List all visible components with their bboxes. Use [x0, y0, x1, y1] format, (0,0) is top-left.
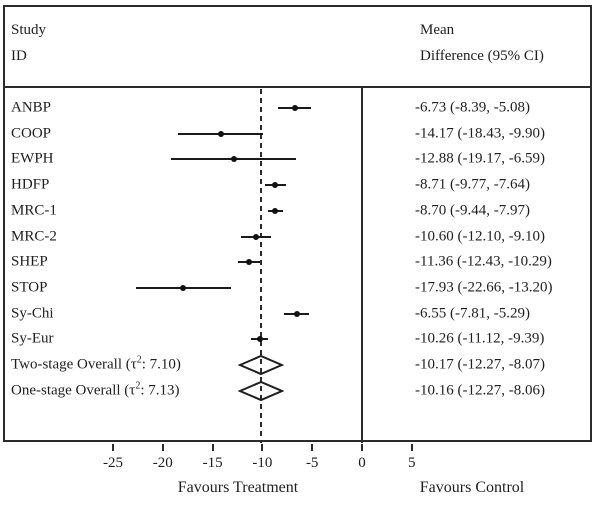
study-id-label: EWPH: [11, 150, 54, 167]
mean-difference-text: -10.26 (-11.12, -9.39): [415, 330, 545, 347]
axis-tick-label: -20: [152, 455, 173, 471]
axis-tick-label: -25: [103, 455, 123, 471]
study-id-label: HDFP: [11, 176, 50, 193]
point-estimate-marker: [253, 233, 260, 240]
axis-tick-label: 5: [408, 455, 416, 471]
mean-difference-text: -8.70 (-9.44, -7.97): [415, 202, 530, 219]
point-estimate-marker: [272, 207, 279, 214]
axis-tick: [410, 444, 413, 451]
point-estimate-marker: [217, 130, 224, 137]
favours-control-label: Favours Control: [419, 479, 525, 496]
overall-diamond: [237, 380, 284, 401]
axis-tick-label: -10: [252, 455, 273, 471]
point-estimate-marker: [291, 105, 298, 111]
axis-tick-label: 0: [358, 455, 366, 471]
overall-diamond: [237, 354, 284, 376]
column-header-mean: Mean: [420, 22, 455, 38]
overall-label: Two-stage Overall (τ2: 7.10): [11, 354, 181, 373]
point-estimate-marker: [293, 310, 300, 317]
column-header-study: Study: [11, 22, 47, 38]
mean-difference-text: -6.55 (-7.81, -5.29): [415, 305, 530, 322]
mean-difference-text: -17.93 (-22.66, -13.20): [415, 279, 553, 296]
axis-tick: [211, 444, 214, 451]
overall-effect-dashed-line: [259, 89, 262, 443]
tau-squared-superscript: 2: [135, 380, 141, 392]
point-estimate-marker: [230, 156, 237, 163]
null-effect-line: [361, 87, 363, 443]
tau-squared-superscript: 2: [136, 354, 142, 366]
header-separator-line: [3, 86, 592, 88]
mean-difference-text: -12.88 (-19.17, -6.59): [415, 150, 545, 167]
point-estimate-marker: [180, 284, 187, 291]
study-id-label: MRC-1: [11, 202, 57, 219]
column-header-difference: Difference (95% CI): [420, 48, 544, 64]
favours-treatment-label: Favours Treatment: [177, 479, 299, 496]
study-id-label: Sy-Eur: [11, 330, 54, 347]
mean-difference-text: -10.17 (-12.27, -8.07): [415, 356, 545, 373]
axis-tick: [261, 444, 264, 451]
mean-difference-text: -11.36 (-12.43, -10.29): [415, 253, 552, 270]
axis-tick: [361, 444, 363, 451]
column-header-id: ID: [11, 48, 27, 64]
mean-difference-text: -6.73 (-8.39, -5.08): [415, 99, 530, 116]
mean-difference-text: -10.60 (-12.10, -9.10): [415, 228, 545, 244]
mean-difference-text: -10.16 (-12.27, -8.06): [415, 382, 545, 399]
mean-difference-text: -14.17 (-18.43, -9.90): [415, 125, 545, 142]
point-estimate-marker: [245, 259, 252, 266]
axis-tick: [311, 444, 314, 451]
axis-tick: [161, 444, 164, 451]
plot-frame: [3, 5, 592, 442]
study-id-label: MRC-2: [11, 228, 57, 244]
study-id-label: SHEP: [11, 253, 48, 270]
study-id-label: COOP: [11, 125, 52, 142]
axis-tick: [112, 444, 114, 451]
study-id-label: ANBP: [11, 99, 52, 116]
mean-difference-text: -8.71 (-9.77, -7.64): [415, 176, 530, 193]
point-estimate-marker: [256, 336, 263, 343]
overall-label: One-stage Overall (τ2: 7.13): [11, 380, 180, 399]
axis-tick-label: -15: [202, 455, 223, 471]
point-estimate-marker: [272, 182, 279, 189]
study-id-label: STOP: [11, 279, 48, 296]
axis-tick-label: -5: [305, 455, 319, 471]
study-id-label: Sy-Chi: [11, 305, 54, 322]
